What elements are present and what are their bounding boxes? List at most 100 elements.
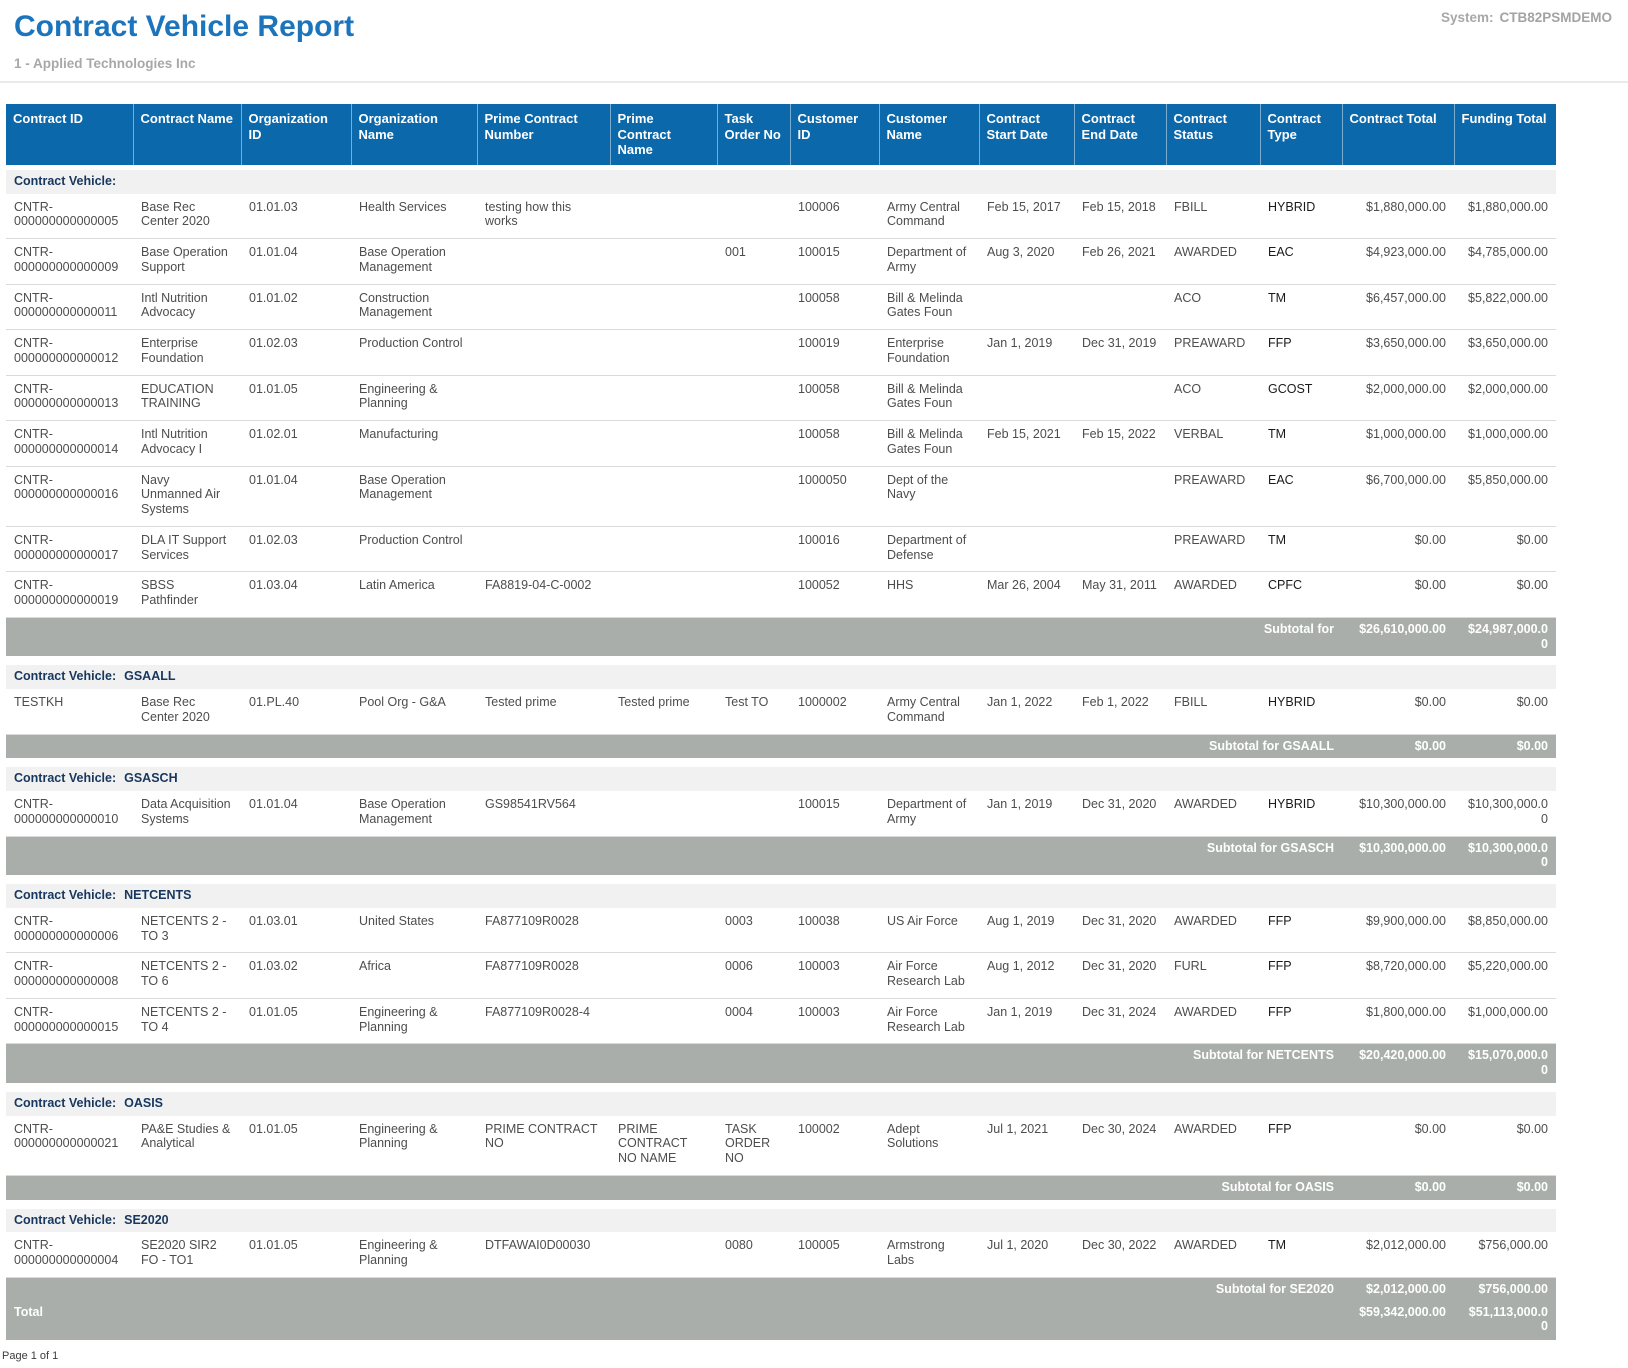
cell-prime-contract-number: FA877109R0028 (477, 952, 610, 999)
section-header-row: Contract Vehicle: GSAALL (6, 665, 1556, 690)
cell-task-order-no: 0004 (717, 998, 790, 1045)
cell-customer-name: US Air Force (879, 907, 979, 954)
cell-contract-id: CNTR-000000000000006 (6, 907, 133, 954)
page-title: Contract Vehicle Report (14, 10, 355, 43)
cell-contract-end-date: Dec 31, 2020 (1074, 952, 1166, 999)
cell-prime-contract-number: testing how this works (477, 193, 610, 240)
cell-customer-id: 100015 (790, 791, 879, 837)
cell-funding-total: $5,822,000.00 (1454, 284, 1556, 331)
table-row: CNTR-000000000000013 EDUCATION TRAINING 01… (6, 375, 1556, 422)
cell-task-order-no: Test TO (717, 689, 790, 735)
cell-prime-contract-number: PRIME CONTRACT NO (477, 1115, 610, 1176)
cell-customer-id: 1000050 (790, 466, 879, 527)
cell-organization-name: Base Operation Management (351, 791, 477, 837)
column-header-task-order-no: Task Order No (717, 104, 791, 165)
cell-funding-total: $1,000,000.00 (1454, 998, 1556, 1045)
contract-vehicle-table: Contract ID Contract Name Organization ID O… (6, 104, 1556, 1341)
cell-customer-id: 100003 (790, 952, 879, 999)
cell-prime-contract-number: GS98541RV564 (477, 791, 610, 837)
cell-organization-id: 01.01.02 (241, 284, 351, 331)
cell-contract-id: CNTR-000000000000013 (6, 375, 133, 422)
table-row: CNTR-000000000000019 SBSS Pathfinder 01.03… (6, 571, 1556, 618)
cell-contract-name: Navy Unmanned Air Systems (133, 466, 241, 527)
cell-prime-contract-name (610, 375, 717, 422)
cell-contract-end-date: Dec 31, 2020 (1074, 791, 1166, 837)
cell-contract-type: FFP (1260, 952, 1342, 999)
cell-prime-contract-name (610, 526, 717, 573)
cell-contract-type: HYBRID (1260, 689, 1342, 735)
column-header-prime-contract-number: Prime Contract Number (477, 104, 611, 165)
cell-organization-name: Engineering & Planning (351, 1115, 477, 1176)
contract-vehicle-name: NETCENTS (124, 888, 192, 903)
cell-organization-id: 01.02.03 (241, 526, 351, 573)
system-value: CTB82PSMDEMO (1499, 10, 1612, 25)
column-header-contract-total: Contract Total (1342, 104, 1455, 165)
cell-task-order-no: 0006 (717, 952, 790, 999)
cell-contract-id: CNTR-000000000000009 (6, 238, 133, 285)
column-header-contract-end-date: Contract End Date (1074, 104, 1167, 165)
table-row: CNTR-000000000000012 Enterprise Foundatio… (6, 329, 1556, 376)
cell-contract-status: PREAWARD (1166, 329, 1260, 376)
cell-contract-name: Base Operation Support (133, 238, 241, 285)
cell-organization-id: 01.01.05 (241, 375, 351, 422)
cell-contract-status: AWARDED (1166, 998, 1260, 1045)
cell-organization-name: Health Services (351, 193, 477, 240)
cell-contract-type: GCOST (1260, 375, 1342, 422)
cell-contract-name: Enterprise Foundation (133, 329, 241, 376)
total-funding-total: $51,113,000.00 (1454, 1301, 1556, 1341)
column-header-prime-contract-name: Prime Contract Name (610, 104, 718, 165)
cell-prime-contract-name (610, 420, 717, 467)
cell-organization-id: 01.03.02 (241, 952, 351, 999)
cell-organization-name: Engineering & Planning (351, 998, 477, 1045)
cell-organization-id: 01.01.03 (241, 193, 351, 240)
cell-funding-total: $5,850,000.00 (1454, 466, 1556, 527)
cell-prime-contract-name (610, 329, 717, 376)
cell-customer-name: Department of Defense (879, 526, 979, 573)
cell-funding-total: $8,850,000.00 (1454, 907, 1556, 954)
table-row: CNTR-000000000000008 NETCENTS 2 - TO 6 01.… (6, 952, 1556, 999)
cell-contract-type: FFP (1260, 998, 1342, 1045)
cell-customer-name: Army Central Command (879, 689, 979, 735)
cell-customer-id: 100038 (790, 907, 879, 954)
table-header-row: Contract ID Contract Name Organization ID O… (6, 104, 1556, 165)
cell-organization-id: 01.03.01 (241, 907, 351, 954)
cell-organization-name: Engineering & Planning (351, 1232, 477, 1278)
cell-contract-type: FFP (1260, 329, 1342, 376)
subtotal-row: Subtotal for GSAALL $0.00 $0.00 (6, 734, 1556, 759)
cell-customer-name: Armstrong Labs (879, 1232, 979, 1278)
cell-funding-total: $756,000.00 (1454, 1232, 1556, 1278)
cell-contract-type: TM (1260, 284, 1342, 331)
cell-prime-contract-name (610, 571, 717, 618)
cell-customer-name: Dept of the Navy (879, 466, 979, 527)
cell-customer-name: Air Force Research Lab (879, 952, 979, 999)
cell-contract-total: $2,000,000.00 (1342, 375, 1454, 422)
column-header-funding-total: Funding Total (1454, 104, 1556, 165)
cell-customer-name: Bill & Melinda Gates Foun (879, 420, 979, 467)
section-header-cell: Contract Vehicle: (6, 169, 1556, 194)
section-header-row: Contract Vehicle: NETCENTS (6, 884, 1556, 908)
cell-contract-total: $3,650,000.00 (1342, 329, 1454, 376)
cell-contract-end-date: May 31, 2011 (1074, 571, 1166, 618)
cell-contract-name: SBSS Pathfinder (133, 571, 241, 618)
cell-organization-id: 01.01.05 (241, 998, 351, 1045)
cell-contract-status: ACO (1166, 284, 1260, 331)
contract-vehicle-label: Contract Vehicle: (14, 771, 117, 786)
subtotal-label: Subtotal for GSASCH (6, 836, 1342, 876)
contract-vehicle-name: GSASCH (124, 771, 178, 786)
contract-vehicle-name: SE2020 (124, 1212, 169, 1227)
contract-vehicle-name: OASIS (124, 1095, 164, 1110)
cell-task-order-no: 001 (717, 238, 790, 285)
cell-organization-id: 01.01.04 (241, 466, 351, 527)
cell-contract-id: CNTR-000000000000008 (6, 952, 133, 999)
cell-prime-contract-name (610, 1232, 717, 1278)
subtotal-funding-total: $24,987,000.00 (1454, 617, 1556, 657)
row-spacer (6, 875, 1556, 884)
cell-customer-name: Air Force Research Lab (879, 998, 979, 1045)
cell-contract-end-date: Feb 15, 2018 (1074, 193, 1166, 240)
cell-contract-start-date (979, 466, 1074, 527)
cell-customer-name: Bill & Melinda Gates Foun (879, 284, 979, 331)
cell-contract-total: $0.00 (1342, 571, 1454, 618)
page-indicator: Page 1 of 1 (2, 1350, 59, 1363)
cell-contract-status: PREAWARD (1166, 526, 1260, 573)
table-row: CNTR-000000000000006 NETCENTS 2 - TO 3 01.… (6, 907, 1556, 954)
